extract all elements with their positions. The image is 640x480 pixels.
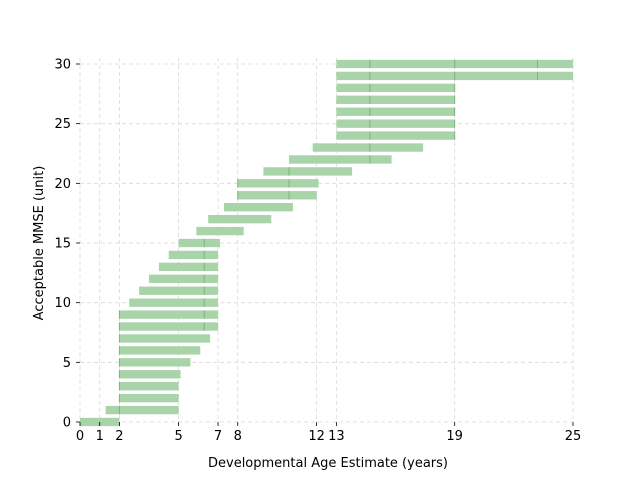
y-tick-label: 10	[54, 296, 71, 311]
y-tick-label: 25	[54, 117, 71, 132]
range-bar	[336, 131, 455, 140]
range-bar	[119, 310, 219, 319]
range-bar	[119, 393, 179, 403]
y-tick-label: 0	[63, 416, 71, 431]
range-bar	[223, 203, 293, 212]
range-bar	[263, 167, 353, 176]
x-tick-label: 12	[308, 429, 325, 444]
range-bar	[237, 191, 317, 200]
y-axis-ticks: 0 5 10 15 20 25 30	[54, 58, 80, 431]
x-tick-label: 7	[214, 429, 222, 444]
x-tick-label: 19	[446, 429, 463, 444]
y-tick-label: 5	[63, 356, 71, 371]
x-tick-label: 13	[328, 429, 345, 444]
x-axis-ticks: 0 1 2 5 7 8 12 13 19 25	[76, 422, 581, 444]
range-bar	[149, 274, 219, 283]
range-bar	[336, 119, 455, 128]
range-bar	[119, 346, 201, 355]
range-bar	[208, 214, 272, 224]
x-tick-label: 0	[76, 429, 84, 444]
range-bar	[119, 334, 211, 343]
grid	[79, 58, 574, 423]
range-bar	[158, 262, 219, 272]
y-tick-label: 20	[54, 177, 71, 192]
range-bar	[196, 226, 244, 236]
x-tick-label: 5	[174, 429, 182, 444]
range-bar	[119, 370, 181, 379]
range-bar	[119, 382, 179, 391]
range-bar	[336, 83, 455, 93]
y-tick-label: 30	[54, 58, 71, 73]
x-axis-label: Developmental Age Estimate (years)	[208, 456, 448, 471]
range-bar	[105, 405, 179, 415]
range-bar	[336, 107, 455, 116]
range-bar	[129, 298, 219, 307]
y-axis-label: Acceptable MMSE (unit)	[32, 166, 47, 321]
range-bar	[178, 238, 221, 248]
range-bar	[119, 322, 219, 331]
range-bar	[336, 95, 455, 104]
range-bar	[139, 286, 219, 295]
x-tick-label: 25	[565, 429, 582, 444]
x-tick-label: 1	[96, 429, 104, 444]
range-bar	[119, 358, 191, 367]
range-bar	[168, 250, 219, 260]
range-bar	[237, 179, 319, 188]
x-tick-label: 8	[234, 429, 242, 444]
y-tick-label: 15	[54, 237, 71, 252]
range-bar	[312, 143, 424, 152]
range-bar	[289, 155, 392, 164]
range-bars	[80, 59, 573, 427]
x-tick-label: 2	[115, 429, 123, 444]
